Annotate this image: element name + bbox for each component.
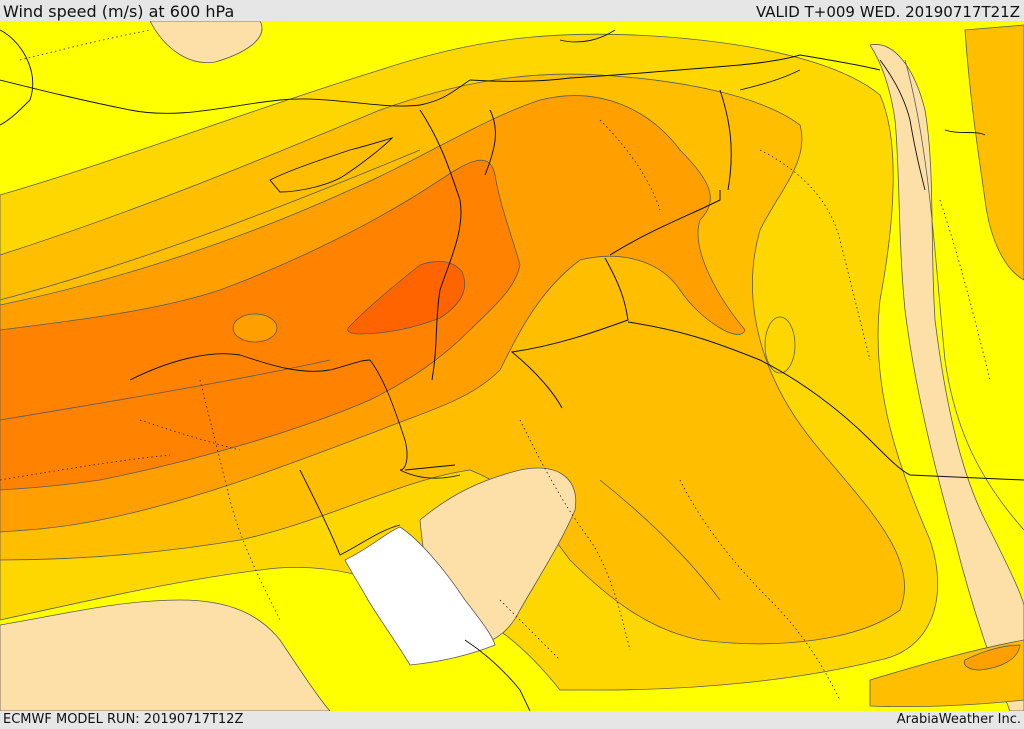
wind-speed-map[interactable] bbox=[0, 21, 1024, 711]
map-title: Wind speed (m/s) at 600 hPa bbox=[3, 2, 235, 21]
header-bar: Wind speed (m/s) at 600 hPa VALID T+009 … bbox=[0, 0, 1024, 21]
light-region-sw bbox=[0, 599, 331, 711]
coastlines bbox=[0, 29, 986, 711]
model-run-label: ECMWF MODEL RUN: 20190717T12Z bbox=[3, 712, 244, 727]
light-strip-east bbox=[869, 44, 1024, 711]
patch-west-light bbox=[764, 316, 796, 374]
light-region-nw bbox=[149, 21, 263, 64]
band-deep-orange bbox=[347, 261, 466, 335]
valid-time: VALID T+009 WED. 20190717T21Z bbox=[755, 3, 1020, 21]
isotach-lines bbox=[0, 59, 1024, 601]
admin-boundaries bbox=[0, 29, 991, 701]
patch-east-orange bbox=[964, 24, 1024, 281]
map-canvas bbox=[0, 21, 1024, 711]
credit-label: ArabiaWeather Inc. bbox=[896, 712, 1021, 727]
borders bbox=[404, 54, 1024, 481]
no-data-region bbox=[344, 526, 496, 666]
patch-se-orange bbox=[963, 644, 1021, 671]
footer-bar: ECMWF MODEL RUN: 20190717T12Z ArabiaWeat… bbox=[0, 711, 1024, 729]
patch-center-light bbox=[232, 313, 278, 343]
